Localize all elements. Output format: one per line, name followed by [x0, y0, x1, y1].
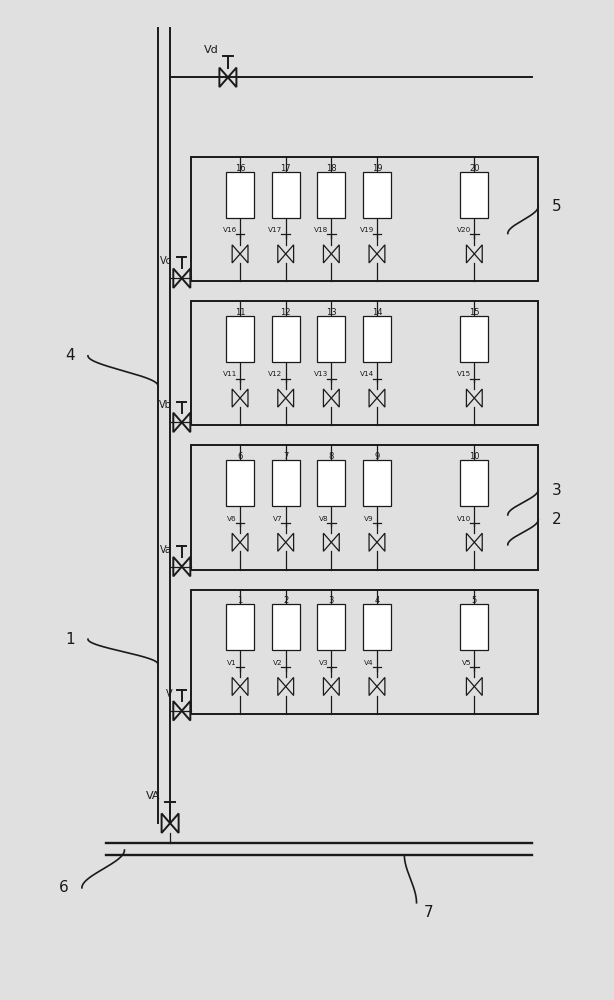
- Text: V: V: [165, 689, 172, 699]
- Text: V6: V6: [227, 516, 237, 522]
- Bar: [460, 460, 488, 506]
- Text: 6: 6: [59, 880, 69, 895]
- Text: V16: V16: [223, 227, 237, 233]
- Text: 20: 20: [469, 164, 480, 173]
- Text: V5: V5: [462, 660, 472, 666]
- Text: V19: V19: [360, 227, 374, 233]
- Text: 5: 5: [551, 199, 561, 214]
- Text: 2: 2: [283, 596, 289, 605]
- Bar: [363, 172, 391, 218]
- Bar: [460, 172, 488, 218]
- Text: V12: V12: [268, 371, 282, 377]
- Text: VA: VA: [146, 791, 160, 801]
- Bar: [226, 604, 254, 650]
- Text: V14: V14: [360, 371, 374, 377]
- Bar: [226, 316, 254, 362]
- Text: Vd: Vd: [203, 45, 218, 55]
- Text: 16: 16: [235, 164, 246, 173]
- Bar: [272, 604, 300, 650]
- Text: 10: 10: [469, 452, 480, 461]
- Text: 19: 19: [371, 164, 383, 173]
- Text: V10: V10: [457, 516, 472, 522]
- Text: 13: 13: [326, 308, 336, 317]
- Text: V13: V13: [314, 371, 328, 377]
- Text: 11: 11: [235, 308, 246, 317]
- Text: 1: 1: [238, 596, 243, 605]
- Text: 14: 14: [371, 308, 383, 317]
- Text: 3: 3: [551, 483, 561, 498]
- Text: Va: Va: [160, 545, 172, 555]
- Text: V1: V1: [227, 660, 237, 666]
- Text: V15: V15: [457, 371, 472, 377]
- Text: 12: 12: [281, 308, 291, 317]
- Text: 18: 18: [326, 164, 336, 173]
- Text: 2: 2: [551, 512, 561, 527]
- Text: V2: V2: [273, 660, 282, 666]
- Text: 7: 7: [283, 452, 289, 461]
- Text: V18: V18: [314, 227, 328, 233]
- Bar: [272, 172, 300, 218]
- Bar: [460, 604, 488, 650]
- Text: V9: V9: [364, 516, 374, 522]
- Bar: [192, 445, 538, 570]
- Bar: [192, 589, 538, 714]
- Bar: [317, 316, 345, 362]
- Text: V20: V20: [457, 227, 472, 233]
- Bar: [363, 316, 391, 362]
- Bar: [226, 172, 254, 218]
- Text: 6: 6: [238, 452, 243, 461]
- Bar: [317, 604, 345, 650]
- Bar: [317, 172, 345, 218]
- Text: 8: 8: [328, 452, 334, 461]
- Bar: [226, 460, 254, 506]
- Bar: [460, 316, 488, 362]
- Bar: [272, 460, 300, 506]
- Bar: [192, 157, 538, 281]
- Text: 5: 5: [472, 596, 477, 605]
- Text: Vb: Vb: [159, 400, 172, 410]
- Text: 3: 3: [328, 596, 334, 605]
- Text: 4: 4: [375, 596, 379, 605]
- Text: Vc: Vc: [160, 256, 172, 266]
- Text: V11: V11: [223, 371, 237, 377]
- Text: V3: V3: [319, 660, 328, 666]
- Text: 7: 7: [424, 905, 433, 920]
- Bar: [363, 460, 391, 506]
- Text: 17: 17: [281, 164, 291, 173]
- Text: 15: 15: [469, 308, 480, 317]
- Bar: [317, 460, 345, 506]
- Text: 1: 1: [65, 632, 74, 647]
- Bar: [192, 301, 538, 425]
- Text: V8: V8: [319, 516, 328, 522]
- Bar: [272, 316, 300, 362]
- Text: 9: 9: [375, 452, 379, 461]
- Text: V7: V7: [273, 516, 282, 522]
- Text: 4: 4: [65, 348, 74, 363]
- Text: V17: V17: [268, 227, 282, 233]
- Bar: [363, 604, 391, 650]
- Text: V4: V4: [364, 660, 374, 666]
